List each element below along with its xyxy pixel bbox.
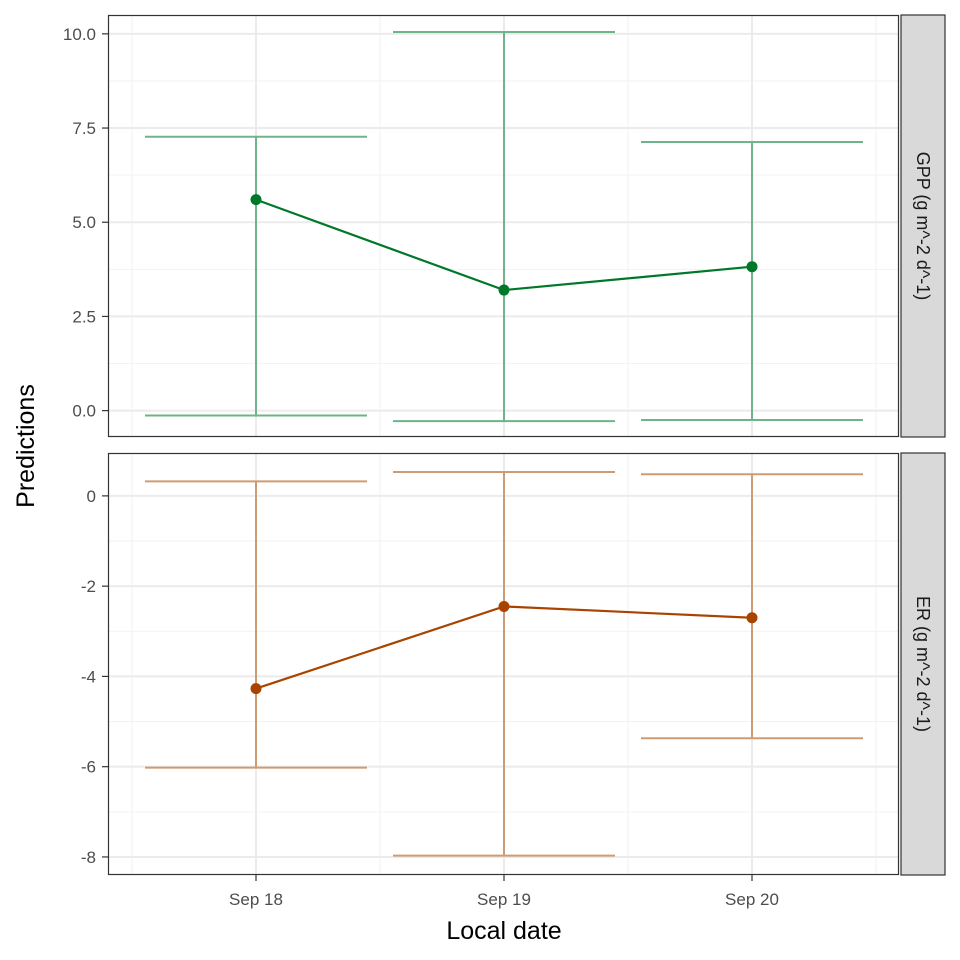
y-tick-label: 2.5 (72, 307, 96, 326)
y-axis-title: Predictions (12, 384, 40, 508)
y-tick-label: -2 (81, 577, 96, 596)
y-tick-label: 10.0 (63, 25, 96, 44)
error-bar (145, 135, 367, 417)
x-tick-label: Sep 20 (725, 890, 779, 909)
facet-panel-1: 0.0 2.5 5.0 7.5 10.0 GPP (g m^-2 d^-1) (63, 14, 946, 438)
facet-strip (900, 452, 946, 876)
y-tick-label: 0 (87, 487, 96, 506)
y-tick-label: -6 (81, 758, 96, 777)
error-bar (393, 30, 615, 423)
error-bar (393, 470, 615, 857)
error-bar (641, 140, 863, 422)
x-axis-title: Local date (446, 917, 561, 945)
facet-panel-2: 0 -2 -4 -6 -8 ER (g m^-2 d^-1) (81, 452, 946, 876)
facet-strip-label: ER (g m^-2 d^-1) (913, 596, 933, 732)
data-point (250, 683, 262, 695)
data-point (498, 284, 510, 296)
data-point (498, 600, 510, 612)
y-tick-label: 0.0 (72, 402, 96, 421)
data-point (746, 612, 758, 624)
panel-border (107, 14, 900, 438)
facet-strip-label: GPP (g m^-2 d^-1) (913, 152, 933, 301)
y-tick-label: -8 (81, 848, 96, 867)
error-bar (641, 473, 863, 740)
facet-strip (900, 14, 946, 438)
panel-border (107, 452, 900, 876)
y-tick-label: -4 (81, 667, 96, 686)
data-point (746, 261, 758, 273)
y-tick-label: 7.5 (72, 119, 96, 138)
x-tick-label: Sep 18 (229, 890, 283, 909)
y-tick-label: 5.0 (72, 213, 96, 232)
error-bar (145, 480, 367, 769)
x-tick-label: Sep 19 (477, 890, 531, 909)
data-point (250, 194, 262, 206)
